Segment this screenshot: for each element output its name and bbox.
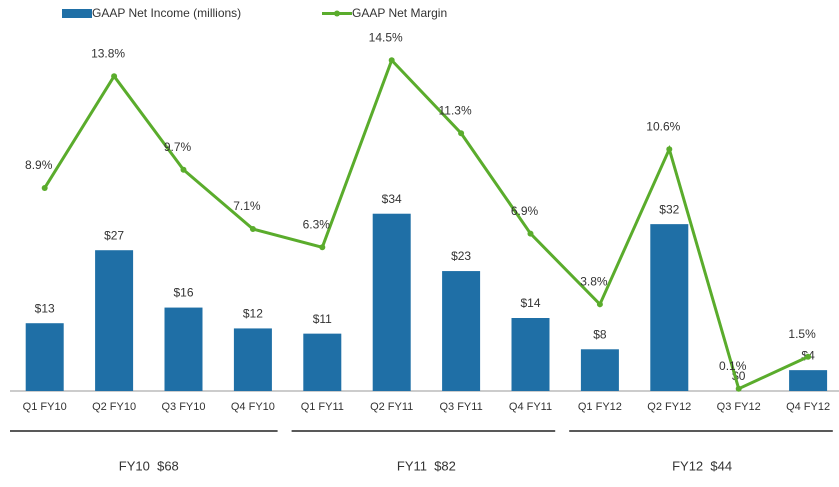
x-tick-label: Q2 FY12 [647,401,691,413]
bar [789,370,828,391]
bar-label: $11 [313,312,332,326]
x-tick-label: Q3 FY10 [161,401,205,413]
x-tick-label: Q3 FY11 [439,401,482,413]
bar-label: $32 [659,202,679,216]
bar [650,224,689,391]
line-point [666,146,673,153]
line-point [388,57,395,64]
line-point [41,184,48,191]
x-tick-label: Q1 FY12 [578,401,622,413]
bar [442,271,481,391]
line-point [735,385,742,392]
line-label: 7.1% [233,199,261,213]
bar-label: $34 [382,192,402,206]
bar [95,250,134,391]
bar-label: $14 [520,296,540,310]
legend-swatch [62,9,92,18]
line-label: 11.3% [439,103,472,117]
line-point [180,166,187,173]
line [43,57,809,391]
line-point [596,301,603,308]
x-tick-label: Q3 FY12 [717,401,761,413]
group-label: FY11 $82 [397,458,456,473]
line-label: 3.8% [580,274,608,288]
group-label: FY12 $44 [672,458,732,473]
bar [372,213,411,391]
legend-swatch [334,10,340,17]
line-point [111,73,118,80]
line-label: 13.8% [91,46,125,60]
line-label: 1.5% [788,327,816,341]
legend-label: GAAP Net Income (millions) [92,6,241,20]
line-label: 14.5% [369,30,403,44]
line-label: 6.9% [511,204,539,218]
line-point [249,226,256,233]
line-label: 8.9% [25,158,53,172]
legend-label: GAAP Net Margin [352,6,447,20]
x-tick-label: Q1 FY10 [23,401,67,413]
bar [164,307,203,391]
bar [580,349,619,391]
bar [233,328,272,391]
bar-label: $16 [173,286,193,300]
x-tick-label: Q2 FY11 [370,401,413,413]
x-tick-label: Q4 FY12 [786,401,830,413]
line-point [805,353,812,360]
line-point [458,130,465,137]
bar-label: $12 [243,307,263,321]
line-point [527,230,534,237]
bar [303,333,342,391]
line-label: 10.6% [646,119,680,133]
bar [25,323,64,391]
bar-label: $23 [451,249,471,263]
line-label: 9.7% [164,140,192,154]
bar-label: $27 [104,228,124,242]
line-label: 0.1% [719,359,747,373]
x-tick-label: Q1 FY11 [301,401,344,413]
group-label: FY10 $68 [119,458,179,473]
x-tick-label: Q4 FY10 [231,401,275,413]
line-point [319,244,326,251]
x-tick-label: Q4 FY11 [509,401,552,413]
bar [511,318,550,391]
line-label: 6.3% [303,217,331,231]
bar-label: $13 [35,301,55,315]
x-tick-label: Q2 FY10 [92,401,136,413]
bar-label: $8 [593,327,607,341]
